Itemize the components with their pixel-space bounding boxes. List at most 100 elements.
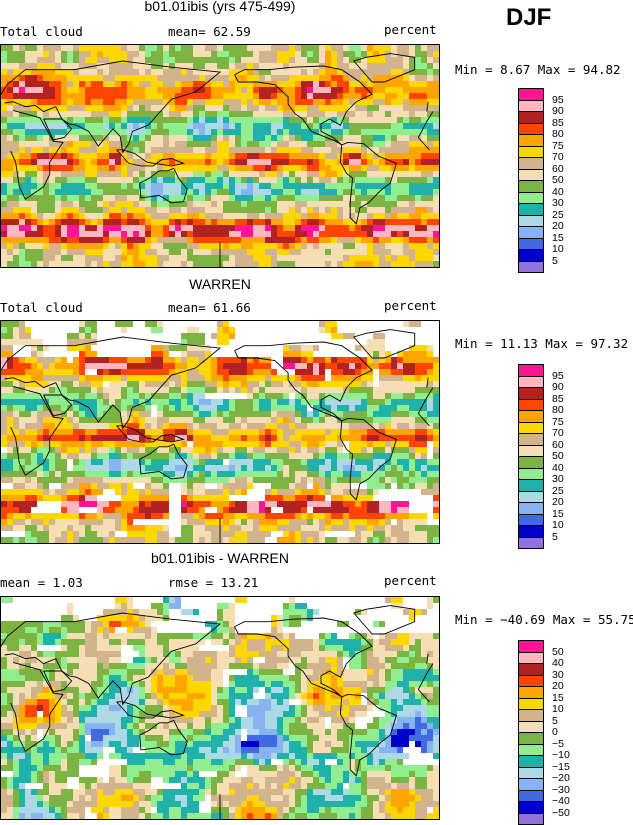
legend-color-swatch <box>518 157 544 169</box>
legend-label: 5 <box>552 714 558 727</box>
coastlines <box>1 53 434 267</box>
legend-color-swatch <box>518 111 544 123</box>
legend-color-swatch <box>518 134 544 146</box>
panel-1-units: percent <box>384 22 437 37</box>
legend-color-swatch <box>518 766 544 778</box>
legend-color-swatch <box>518 145 544 157</box>
legend-colorbar <box>518 364 544 549</box>
legend-color-swatch <box>518 743 544 755</box>
legend-label: 90 <box>552 105 564 117</box>
legend-colorbar <box>518 88 544 273</box>
legend-label: 40 <box>552 461 564 474</box>
legend-label: 15 <box>552 231 564 244</box>
legend-color-swatch <box>518 122 544 134</box>
legend-color-swatch <box>518 364 544 376</box>
legend-color-swatch <box>518 651 544 663</box>
legend-color-swatch <box>518 525 544 537</box>
legend-color-swatch <box>518 536 544 548</box>
legend-label: 50 <box>552 450 564 462</box>
legend-color-swatch <box>518 421 544 433</box>
legend-label: 30 <box>552 197 564 209</box>
legend-color-swatch <box>518 387 544 399</box>
panel-2-mean: mean= 61.66 <box>168 300 251 315</box>
legend-label: 95 <box>552 93 564 106</box>
legend-color-swatch <box>518 479 544 491</box>
legend-colorbar <box>518 640 544 825</box>
legend-label: 85 <box>552 116 564 129</box>
legend-label: −30 <box>552 783 570 796</box>
legend-label: 10 <box>552 519 564 531</box>
legend-label: 75 <box>552 139 564 152</box>
legend-color-swatch <box>518 778 544 790</box>
legend-label: 5 <box>552 530 558 543</box>
legend-label: 40 <box>552 657 564 669</box>
legend-label: 5 <box>552 254 558 267</box>
legend-label: 30 <box>552 473 564 485</box>
legend-color-swatch <box>518 203 544 215</box>
legend-label: 60 <box>552 162 564 175</box>
legend-label: −50 <box>552 806 570 819</box>
legend-label: 40 <box>552 185 564 198</box>
panel-3-left-label: mean = 1.03 <box>0 575 83 590</box>
legend-label: 75 <box>552 415 564 428</box>
panel-2-contour-map <box>1 321 439 543</box>
panel-2-units: percent <box>384 298 437 313</box>
legend-color-swatch <box>518 640 544 652</box>
legend-color-swatch <box>518 732 544 744</box>
legend-color-swatch <box>518 398 544 410</box>
legend-color-swatch <box>518 214 544 226</box>
contour-fill <box>1 321 439 543</box>
legend-color-swatch <box>518 490 544 502</box>
legend-color-swatch <box>518 375 544 387</box>
legend-label: 10 <box>552 703 564 715</box>
legend-label: 15 <box>552 691 564 704</box>
legend-color-swatch <box>518 444 544 456</box>
legend-color-swatch <box>518 663 544 675</box>
panel-1-left-label: Total cloud <box>0 24 83 39</box>
legend-label: 15 <box>552 507 564 520</box>
panel-3-contour-map <box>1 597 439 819</box>
panel-1-map <box>0 44 440 268</box>
panel-1-mean: mean= 62.59 <box>168 24 251 39</box>
legend-label: 80 <box>552 404 564 416</box>
panel-1-minmax: Min = 8.67 Max = 94.82 <box>455 62 621 77</box>
contour-fill <box>1 597 439 819</box>
panel-3-map <box>0 596 440 820</box>
panel-3-mean: rmse = 13.21 <box>168 575 259 590</box>
legend-color-swatch <box>518 410 544 422</box>
coastlines <box>1 329 434 543</box>
legend-label: 20 <box>552 680 564 692</box>
legend-color-swatch <box>518 88 544 100</box>
legend-label: 0 <box>552 726 558 738</box>
legend-label: 95 <box>552 369 564 382</box>
legend-color-swatch <box>518 686 544 698</box>
legend-label: −20 <box>552 772 570 784</box>
panel-3-legend: 50 40 30 20 15 10 5 0 −5 −10 −15 −20 −30 −40 −50 <box>518 640 578 825</box>
legend-color-swatch <box>518 433 544 445</box>
legend-label: 20 <box>552 220 564 232</box>
panel-3-title: b01.01ibis - WARREN <box>151 550 289 566</box>
legend-color-swatch <box>518 168 544 180</box>
legend-color-swatch <box>518 674 544 686</box>
legend-label: 50 <box>552 645 564 658</box>
panel-3-minmax: Min = −40.69 Max = 55.75 <box>455 612 633 627</box>
legend-label: −40 <box>552 795 570 807</box>
legend-label: 20 <box>552 496 564 508</box>
legend-label: 70 <box>552 151 564 163</box>
legend-label: 10 <box>552 243 564 255</box>
contour-fill <box>1 45 439 267</box>
legend-color-swatch <box>518 226 544 238</box>
season-label: DJF <box>506 4 552 31</box>
legend-color-swatch <box>518 812 544 824</box>
legend-color-swatch <box>518 456 544 468</box>
legend-label: 90 <box>552 381 564 393</box>
legend-label: 50 <box>552 174 564 186</box>
legend-color-swatch <box>518 467 544 479</box>
legend-label: 70 <box>552 427 564 439</box>
legend-color-swatch <box>518 709 544 721</box>
legend-color-swatch <box>518 260 544 272</box>
legend-label: 80 <box>552 128 564 140</box>
panel-2-legend: 95 90 85 80 75 70 60 50 40 30 25 20 15 10 5 <box>518 364 578 549</box>
panel-1-legend: 95 90 85 80 75 70 60 50 40 30 25 20 15 10 5 <box>518 88 578 273</box>
legend-label: −10 <box>552 749 570 761</box>
